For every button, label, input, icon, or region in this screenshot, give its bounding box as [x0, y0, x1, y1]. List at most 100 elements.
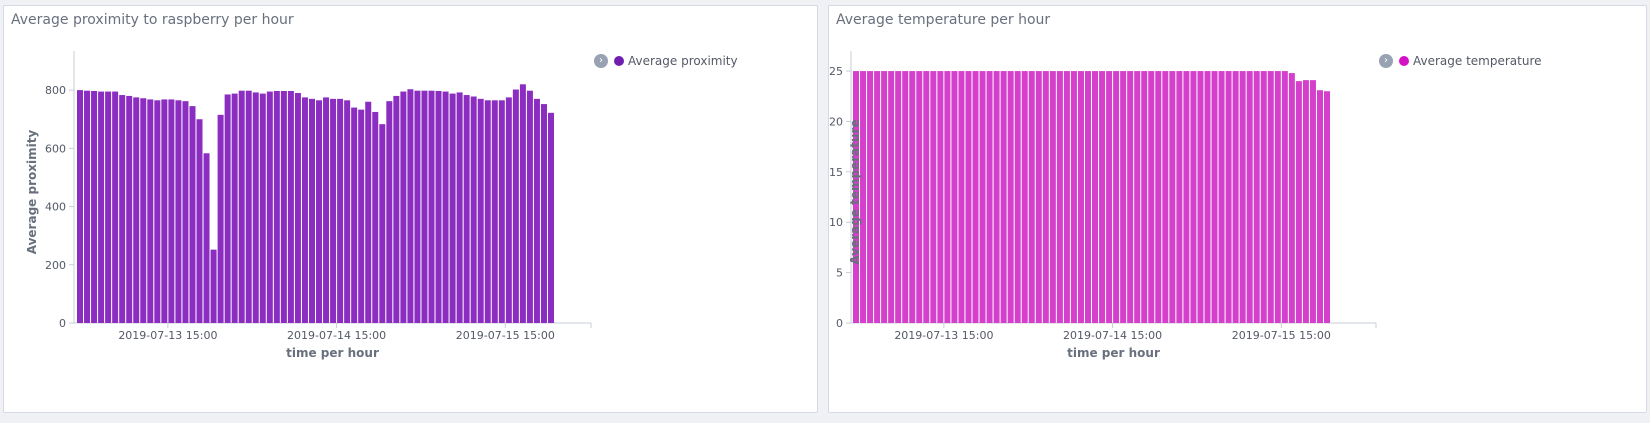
bar[interactable] [1169, 71, 1176, 323]
bar[interactable] [519, 84, 526, 324]
legend-entry-average-proximity[interactable]: Average proximity [628, 54, 738, 68]
bar[interactable] [442, 91, 449, 323]
bar[interactable] [231, 93, 238, 323]
bar[interactable] [1316, 90, 1323, 323]
bar[interactable] [1324, 91, 1331, 323]
bar[interactable] [1288, 73, 1295, 323]
bar[interactable] [1302, 80, 1309, 324]
bar[interactable] [449, 93, 456, 323]
bar[interactable] [1239, 71, 1246, 323]
bar[interactable] [379, 124, 386, 323]
bar[interactable] [1099, 71, 1106, 323]
bar[interactable] [77, 90, 83, 323]
bar[interactable] [330, 98, 337, 323]
bar[interactable] [1260, 71, 1267, 323]
bar[interactable] [491, 100, 498, 323]
bar[interactable] [477, 98, 484, 323]
bar[interactable] [867, 71, 874, 323]
bar[interactable] [888, 71, 895, 323]
bar[interactable] [210, 249, 217, 323]
bar[interactable] [1056, 71, 1063, 323]
bar[interactable] [1063, 71, 1070, 323]
bar[interactable] [245, 90, 252, 324]
bar[interactable] [1218, 71, 1225, 323]
bar[interactable] [484, 100, 491, 323]
bar[interactable] [1295, 81, 1302, 324]
bar[interactable] [252, 92, 259, 323]
bar[interactable] [147, 99, 154, 323]
legend-entry-average-temperature[interactable]: Average temperature [1413, 54, 1542, 68]
bar[interactable] [294, 93, 301, 324]
bar[interactable] [238, 90, 245, 324]
bar[interactable] [372, 111, 379, 323]
bar[interactable] [386, 101, 393, 323]
bar[interactable] [161, 99, 168, 323]
bar[interactable] [266, 91, 273, 323]
bar[interactable] [133, 97, 140, 323]
bar[interactable] [548, 112, 555, 323]
bar[interactable] [993, 71, 1000, 323]
bar[interactable] [895, 71, 902, 323]
bar[interactable] [421, 90, 428, 324]
bar[interactable] [1014, 71, 1021, 323]
bar[interactable] [1077, 71, 1084, 323]
bar[interactable] [1309, 80, 1316, 324]
bar[interactable] [175, 100, 182, 323]
bar[interactable] [1035, 71, 1042, 323]
bar[interactable] [337, 98, 344, 323]
bar[interactable] [105, 91, 112, 323]
bar[interactable] [217, 114, 224, 323]
bar[interactable] [540, 104, 547, 323]
bar[interactable] [1106, 71, 1113, 323]
bar[interactable] [407, 89, 414, 323]
bar[interactable] [937, 71, 944, 323]
bar[interactable] [533, 98, 540, 323]
bar[interactable] [1021, 71, 1028, 323]
bar[interactable] [1281, 71, 1288, 323]
bar[interactable] [126, 95, 133, 323]
bar[interactable] [400, 91, 407, 323]
bar[interactable] [84, 90, 91, 324]
bar[interactable] [505, 97, 512, 323]
bar[interactable] [979, 71, 986, 323]
bar[interactable] [1113, 71, 1120, 323]
bar[interactable] [393, 95, 400, 323]
bar[interactable] [1028, 71, 1035, 323]
bar[interactable] [154, 100, 161, 323]
bar[interactable] [196, 119, 203, 323]
bar[interactable] [512, 89, 519, 323]
bar[interactable] [1190, 71, 1197, 323]
bar[interactable] [344, 100, 351, 323]
bar[interactable] [323, 97, 330, 323]
bar[interactable] [1267, 71, 1274, 323]
bar[interactable] [435, 90, 442, 324]
bar[interactable] [972, 71, 979, 323]
chevron-right-icon[interactable]: › [1379, 54, 1393, 68]
bar[interactable] [1049, 71, 1056, 323]
bar[interactable] [526, 90, 533, 324]
bar[interactable] [853, 71, 859, 323]
bar[interactable] [909, 71, 916, 323]
bar[interactable] [1070, 71, 1077, 323]
bar[interactable] [316, 100, 323, 323]
bar[interactable] [1084, 71, 1091, 323]
bar[interactable] [98, 91, 105, 323]
bar[interactable] [1253, 71, 1260, 323]
bar[interactable] [1155, 71, 1162, 323]
bar[interactable] [463, 95, 470, 323]
bar[interactable] [958, 71, 965, 323]
bar[interactable] [965, 71, 972, 323]
bar[interactable] [1183, 71, 1190, 323]
bar[interactable] [944, 71, 951, 323]
bar[interactable] [1232, 71, 1239, 323]
bar[interactable] [1120, 71, 1127, 323]
bar[interactable] [91, 90, 98, 324]
bar[interactable] [1211, 71, 1218, 323]
bar[interactable] [414, 90, 421, 324]
bar[interactable] [189, 106, 196, 323]
bar[interactable] [1176, 71, 1183, 323]
bar[interactable] [1134, 71, 1141, 323]
bar[interactable] [1042, 71, 1049, 323]
bar[interactable] [301, 97, 308, 323]
bar[interactable] [916, 71, 923, 323]
